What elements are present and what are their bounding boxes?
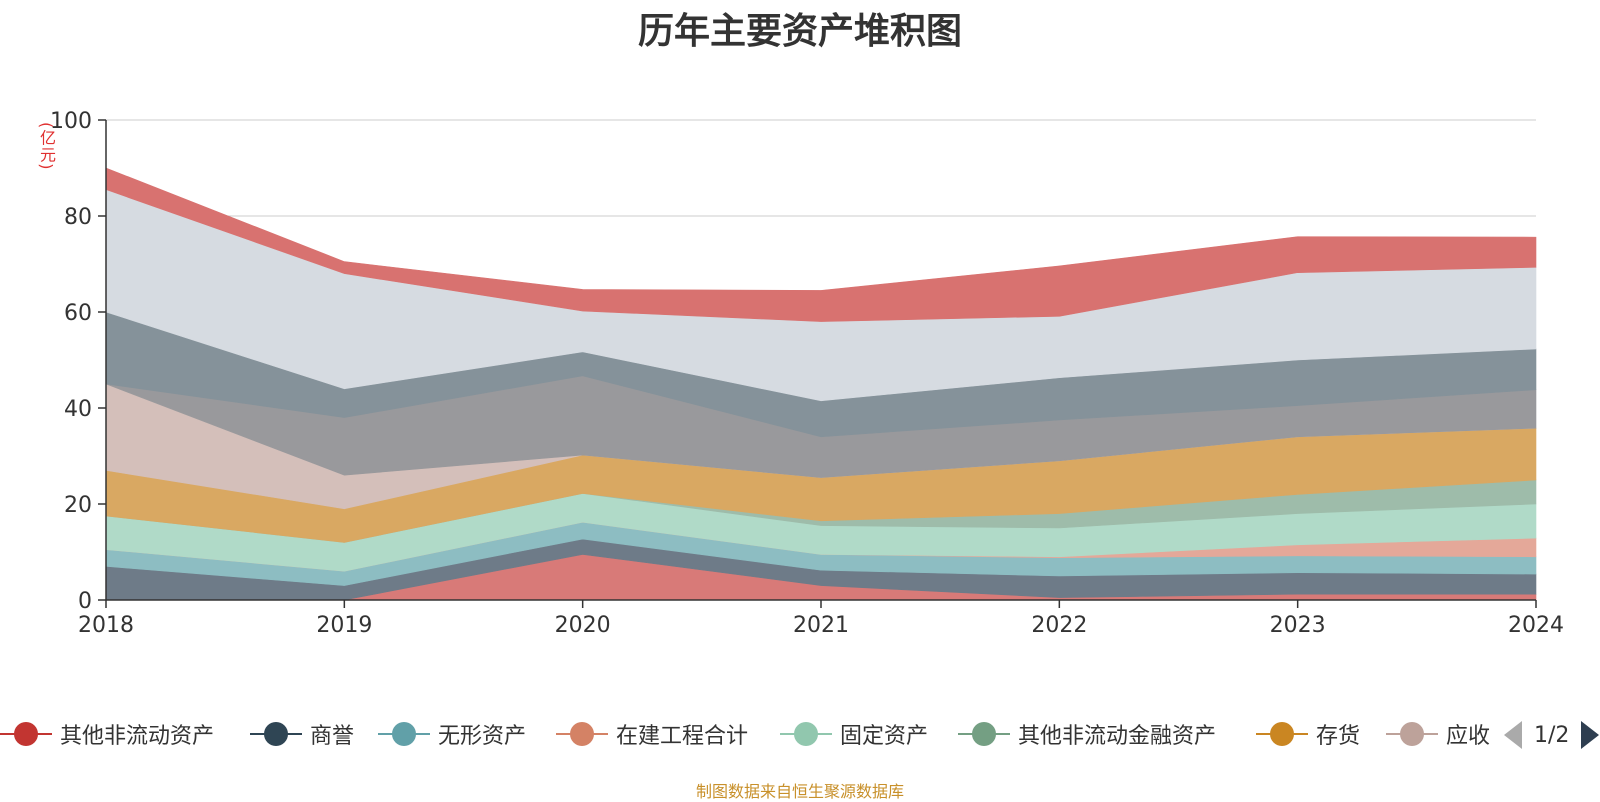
- x-tick-label: 2022: [1031, 613, 1087, 638]
- legend-item[interactable]: 固定资产: [780, 716, 928, 752]
- legend-pager: 1/2: [1500, 716, 1600, 754]
- legend-item[interactable]: 在建工程合计: [556, 716, 748, 752]
- stacked-area-chart: 0 20 40 60 80 100 2018 2019 2020 2021 2022 2023 2024: [50, 109, 1564, 638]
- legend-marker-icon: [958, 722, 1010, 746]
- source-note: 制图数据来自恒生聚源数据库: [695, 782, 904, 801]
- y-tick-label: 0: [78, 589, 92, 614]
- x-tick-label: 2024: [1508, 613, 1564, 638]
- legend-marker-icon: [0, 722, 52, 746]
- legend-item[interactable]: 无形资产: [378, 716, 526, 752]
- x-tick-label: 2020: [555, 613, 611, 638]
- chart-title: 历年主要资产堆积图: [637, 11, 962, 52]
- legend-marker-icon: [1256, 722, 1308, 746]
- legend-item[interactable]: 应收: [1386, 716, 1490, 752]
- x-tick-label: 2019: [316, 613, 372, 638]
- legend-label: 存货: [1316, 724, 1361, 749]
- legend: 其他非流动资产 商誉 无形资产 在建工程合计 固定资产 其他非流动金融资产 存货 应收: [0, 716, 1500, 754]
- legend-marker-icon: [1386, 722, 1438, 746]
- legend-label: 其他非流动金融资产: [1018, 724, 1217, 749]
- legend-label: 在建工程合计: [616, 724, 749, 749]
- y-tick-label: 60: [64, 301, 92, 326]
- y-axis-unit: (亿元): [37, 122, 56, 171]
- x-tick-label: 2021: [793, 613, 849, 638]
- legend-item[interactable]: 其他非流动资产: [0, 716, 214, 752]
- legend-marker-icon: [250, 722, 302, 746]
- y-tick-label: 20: [64, 493, 92, 518]
- legend-marker-icon: [556, 722, 608, 746]
- y-tick-label: 80: [64, 205, 92, 230]
- pager-prev-icon[interactable]: [1504, 721, 1522, 749]
- x-tick-label: 2023: [1270, 613, 1326, 638]
- pager-next-icon[interactable]: [1581, 721, 1600, 749]
- legend-label: 无形资产: [438, 724, 527, 749]
- y-tick-label: 100: [50, 109, 92, 134]
- pager-text: 1/2: [1534, 722, 1570, 748]
- legend-label: 商誉: [310, 724, 355, 749]
- legend-item[interactable]: 其他非流动金融资产: [958, 716, 1216, 752]
- x-tick-label: 2018: [78, 613, 134, 638]
- legend-marker-icon: [780, 722, 832, 746]
- legend-item[interactable]: 商誉: [250, 716, 354, 752]
- area-series-12: [105, 167, 1537, 322]
- legend-label: 其他非流动资产: [60, 724, 215, 749]
- legend-marker-icon: [378, 722, 430, 746]
- legend-item[interactable]: 存货: [1256, 716, 1360, 752]
- legend-label: 固定资产: [840, 724, 929, 749]
- legend-label: 应收: [1446, 724, 1491, 749]
- y-tick-label: 40: [64, 397, 92, 422]
